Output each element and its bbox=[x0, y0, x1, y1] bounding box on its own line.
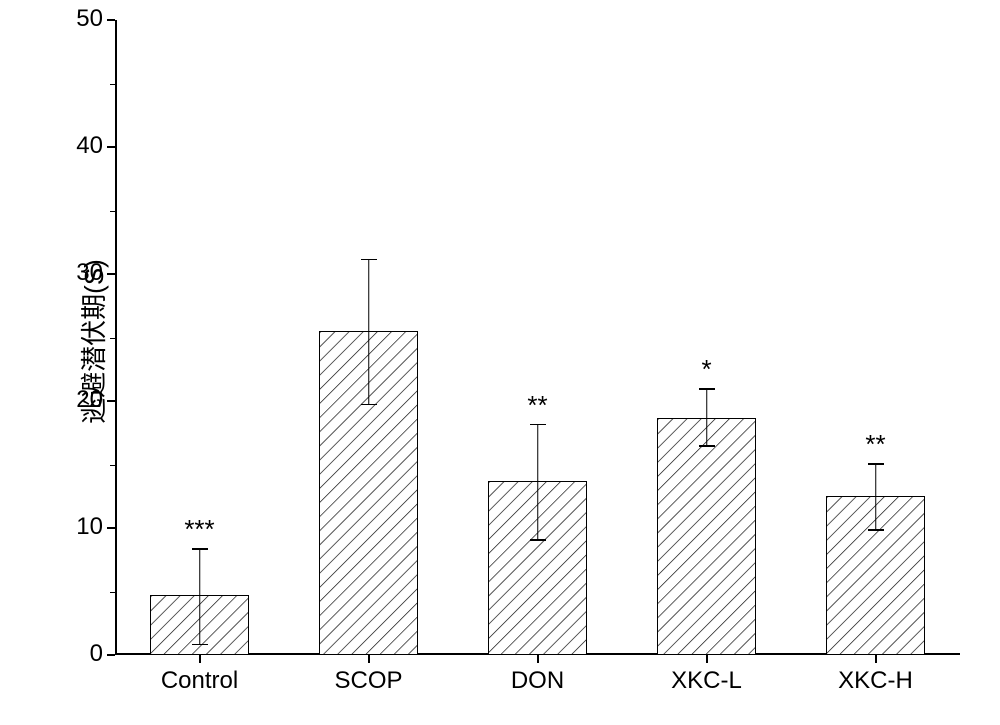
error-bar bbox=[537, 424, 539, 540]
significance-label: ** bbox=[826, 429, 926, 460]
error-cap bbox=[192, 548, 208, 550]
error-cap bbox=[699, 445, 715, 447]
y-tick bbox=[107, 273, 115, 275]
significance-label: *** bbox=[150, 514, 250, 545]
error-cap bbox=[868, 529, 884, 531]
y-tick-label: 20 bbox=[53, 386, 103, 414]
error-cap bbox=[530, 424, 546, 426]
y-tick-label: 30 bbox=[53, 259, 103, 287]
error-cap bbox=[868, 463, 884, 465]
y-minor-tick bbox=[110, 465, 115, 466]
error-cap bbox=[699, 388, 715, 390]
error-cap bbox=[361, 259, 377, 261]
y-minor-tick bbox=[110, 84, 115, 85]
x-tick bbox=[199, 655, 201, 663]
bar bbox=[657, 418, 755, 655]
y-minor-tick bbox=[110, 338, 115, 339]
bar-chart: 逃避潜伏期(S) 01020304050Control***SCOPDON**X… bbox=[0, 0, 1000, 725]
x-tick-label: SCOP bbox=[309, 667, 429, 695]
y-tick-label: 40 bbox=[53, 132, 103, 160]
x-tick-label: XKC-L bbox=[647, 667, 767, 695]
x-tick bbox=[875, 655, 877, 663]
error-cap bbox=[192, 644, 208, 646]
error-cap bbox=[530, 539, 546, 541]
error-bar bbox=[706, 388, 708, 445]
significance-label: ** bbox=[488, 390, 588, 421]
y-minor-tick bbox=[110, 211, 115, 212]
x-tick bbox=[706, 655, 708, 663]
x-tick-label: XKC-H bbox=[816, 667, 936, 695]
x-tick-label: Control bbox=[140, 667, 260, 695]
y-tick bbox=[107, 400, 115, 402]
y-tick bbox=[107, 146, 115, 148]
y-tick-label: 10 bbox=[53, 513, 103, 541]
significance-label: * bbox=[657, 354, 757, 385]
y-tick bbox=[107, 654, 115, 656]
x-tick-label: DON bbox=[478, 667, 598, 695]
y-tick-label: 50 bbox=[53, 5, 103, 33]
y-tick bbox=[107, 527, 115, 529]
error-bar bbox=[368, 259, 370, 404]
y-tick-label: 0 bbox=[53, 640, 103, 668]
x-tick bbox=[368, 655, 370, 663]
y-minor-tick bbox=[110, 592, 115, 593]
x-tick bbox=[537, 655, 539, 663]
error-cap bbox=[361, 404, 377, 406]
error-bar bbox=[875, 463, 877, 529]
y-tick bbox=[107, 19, 115, 21]
error-bar bbox=[199, 548, 201, 643]
